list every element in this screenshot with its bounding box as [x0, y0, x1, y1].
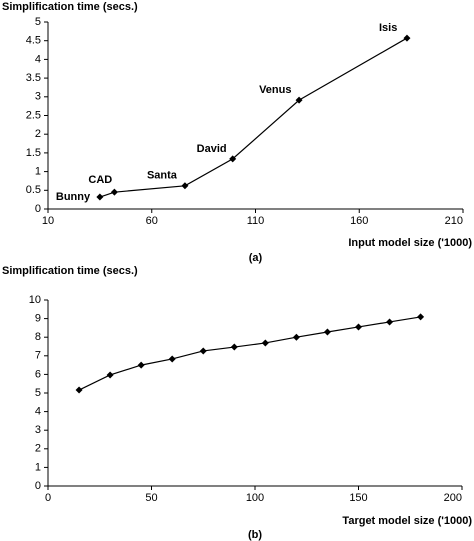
- marker: [403, 34, 411, 42]
- marker: [137, 361, 145, 369]
- marker: [106, 371, 114, 379]
- point-label: Isis: [379, 22, 397, 34]
- y-tick-label: 4: [35, 406, 41, 418]
- caption: (b): [248, 529, 262, 541]
- y-tick-label: 6: [35, 368, 41, 380]
- y-tick-label: 3: [35, 91, 41, 103]
- point-label: David: [197, 143, 227, 155]
- y-tick-label: 1.5: [26, 147, 41, 159]
- x-tick-label: 210: [445, 215, 463, 227]
- marker: [292, 333, 300, 341]
- marker: [261, 339, 269, 347]
- line: [78, 316, 421, 391]
- marker: [323, 328, 331, 336]
- y-tick-label: 0: [35, 203, 41, 215]
- y-tick-label: 0.5: [26, 184, 41, 196]
- y-tick-label: 3: [35, 424, 41, 436]
- marker: [229, 155, 237, 163]
- marker: [199, 347, 207, 355]
- y-tick-label: 5: [35, 16, 41, 28]
- marker: [386, 318, 394, 326]
- chart-title: Simplification time (secs.): [2, 265, 138, 277]
- marker: [75, 386, 83, 394]
- x-tick-label: 110: [247, 215, 265, 227]
- y-tick-label: 8: [35, 331, 41, 343]
- y-tick-label: 0: [35, 480, 41, 492]
- x-tick-label: 50: [145, 492, 157, 504]
- y-tick-label: 1: [35, 461, 41, 473]
- point-label: Bunny: [56, 191, 91, 203]
- point-label: Venus: [259, 84, 291, 96]
- chart-title: Simplification time (secs.): [2, 1, 138, 13]
- y-tick-label: 5: [35, 387, 41, 399]
- marker: [295, 96, 303, 104]
- y-tick-label: 2: [35, 128, 41, 140]
- marker: [96, 193, 104, 201]
- marker: [417, 313, 425, 321]
- y-tick-label: 4: [35, 53, 41, 65]
- x-tick-label: 10: [42, 215, 54, 227]
- marker: [181, 182, 189, 190]
- y-tick-label: 3.5: [26, 72, 41, 84]
- x-tick-label: 160: [350, 215, 368, 227]
- x-tick-label: 60: [146, 215, 158, 227]
- marker: [230, 343, 238, 351]
- marker: [168, 355, 176, 363]
- y-tick-label: 9: [35, 313, 41, 325]
- x-tick-label: 0: [45, 492, 51, 504]
- marker: [110, 188, 118, 196]
- y-tick-label: 2.5: [26, 109, 41, 121]
- marker: [355, 323, 362, 331]
- caption: (a): [249, 252, 263, 264]
- y-tick-label: 10: [29, 294, 41, 306]
- x-axis-label: Input model size ('1000): [348, 237, 472, 249]
- x-tick-label: 150: [349, 492, 367, 504]
- line: [99, 37, 408, 198]
- y-tick-label: 1: [35, 166, 41, 178]
- y-tick-label: 2: [35, 443, 41, 455]
- x-tick-label: 200: [444, 492, 462, 504]
- x-tick-label: 100: [246, 492, 264, 504]
- point-label: CAD: [88, 174, 112, 186]
- point-label: Santa: [147, 170, 178, 182]
- y-tick-label: 7: [35, 350, 41, 362]
- x-axis-label: Target model size ('1000): [342, 515, 472, 527]
- y-tick-label: 4.5: [26, 35, 41, 47]
